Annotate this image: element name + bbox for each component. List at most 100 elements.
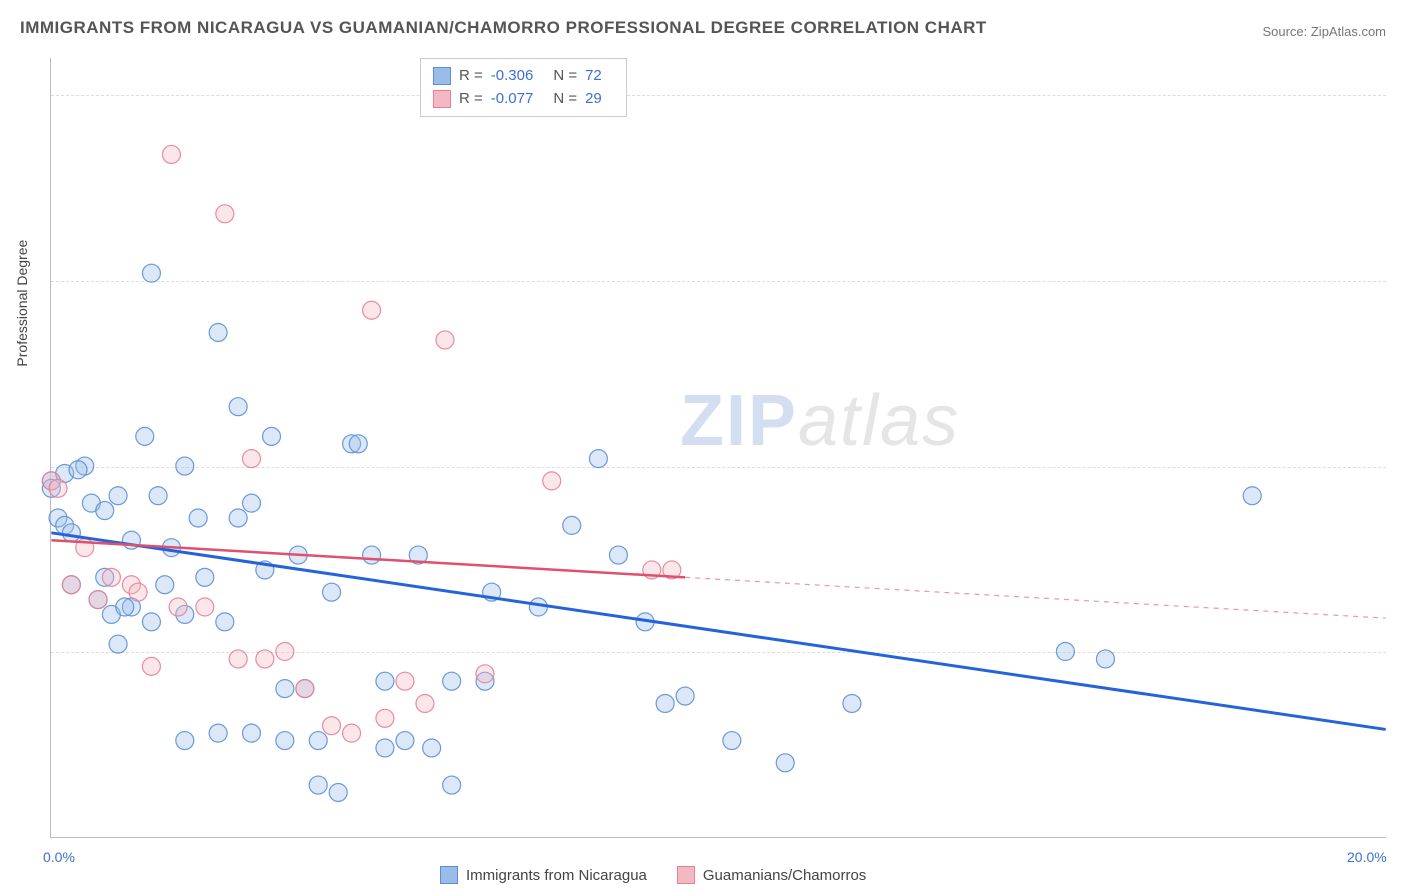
data-point	[609, 546, 627, 564]
ytick-label: 5.0%	[1396, 459, 1406, 475]
r-label-2: R =	[459, 88, 483, 111]
correlation-legend-row-1: R = -0.306 N = 72	[433, 65, 614, 88]
data-point	[129, 583, 147, 601]
data-point	[343, 724, 361, 742]
data-point	[136, 427, 154, 445]
data-point	[436, 331, 454, 349]
ytick-label: 10.0%	[1396, 87, 1406, 103]
regression-line	[51, 540, 685, 577]
legend-item-nicaragua: Immigrants from Nicaragua	[440, 866, 647, 884]
data-point	[309, 776, 327, 794]
data-point	[376, 709, 394, 727]
data-point	[229, 650, 247, 668]
legend-item-guamanian: Guamanians/Chamorros	[677, 866, 866, 884]
correlation-legend: R = -0.306 N = 72 R = -0.077 N = 29	[420, 58, 627, 117]
n-value-1: 72	[585, 65, 602, 88]
r-value-2: -0.077	[491, 88, 534, 111]
swatch-nicaragua-b	[440, 866, 458, 884]
n-value-2: 29	[585, 88, 602, 111]
correlation-legend-row-2: R = -0.077 N = 29	[433, 88, 614, 111]
data-point	[176, 457, 194, 475]
regression-line-dash	[685, 577, 1386, 618]
data-point	[563, 516, 581, 534]
data-point	[149, 487, 167, 505]
ytick-label: 7.5%	[1396, 273, 1406, 289]
data-point	[296, 680, 314, 698]
chart-svg	[51, 58, 1386, 837]
regression-line	[51, 533, 1385, 730]
data-point	[323, 583, 341, 601]
data-point	[69, 461, 87, 479]
data-point	[196, 568, 214, 586]
data-point	[443, 776, 461, 794]
data-point	[396, 672, 414, 690]
data-point	[276, 643, 294, 661]
data-point	[323, 717, 341, 735]
data-point	[416, 694, 434, 712]
swatch-guamanian-b	[677, 866, 695, 884]
data-point	[656, 694, 674, 712]
xtick-label: 20.0%	[1347, 849, 1387, 865]
data-point	[229, 398, 247, 416]
data-point	[589, 450, 607, 468]
data-point	[62, 524, 80, 542]
ytick-label: 2.5%	[1396, 644, 1406, 660]
data-point	[276, 680, 294, 698]
data-point	[676, 687, 694, 705]
data-point	[396, 732, 414, 750]
data-point	[62, 576, 80, 594]
data-point	[423, 739, 441, 757]
data-point	[543, 472, 561, 490]
data-point	[843, 694, 861, 712]
legend-label-guamanian: Guamanians/Chamorros	[703, 867, 866, 884]
xtick-label: 0.0%	[43, 849, 75, 865]
data-point	[49, 479, 67, 497]
data-point	[142, 264, 160, 282]
data-point	[376, 739, 394, 757]
data-point	[263, 427, 281, 445]
data-point	[363, 546, 381, 564]
data-point	[476, 665, 494, 683]
data-point	[349, 435, 367, 453]
data-point	[723, 732, 741, 750]
data-point	[196, 598, 214, 616]
data-point	[89, 591, 107, 609]
data-point	[243, 450, 261, 468]
chart-title: IMMIGRANTS FROM NICARAGUA VS GUAMANIAN/C…	[20, 18, 987, 38]
swatch-nicaragua	[433, 67, 451, 85]
data-point	[142, 613, 160, 631]
n-label-2: N =	[553, 88, 577, 111]
data-point	[216, 613, 234, 631]
y-axis-label: Professional Degree	[14, 240, 30, 367]
chart-source: Source: ZipAtlas.com	[1262, 24, 1386, 39]
data-point	[209, 324, 227, 342]
data-point	[363, 301, 381, 319]
data-point	[243, 724, 261, 742]
data-point	[276, 732, 294, 750]
data-point	[109, 487, 127, 505]
data-point	[1096, 650, 1114, 668]
data-point	[329, 783, 347, 801]
data-point	[116, 598, 134, 616]
data-point	[309, 732, 327, 750]
data-point	[169, 598, 187, 616]
r-label-1: R =	[459, 65, 483, 88]
data-point	[142, 657, 160, 675]
data-point	[216, 205, 234, 223]
data-point	[102, 568, 120, 586]
n-label-1: N =	[553, 65, 577, 88]
data-point	[162, 145, 180, 163]
r-value-1: -0.306	[491, 65, 534, 88]
data-point	[209, 724, 227, 742]
data-point	[96, 502, 114, 520]
swatch-guamanian	[433, 90, 451, 108]
data-point	[109, 635, 127, 653]
data-point	[256, 650, 274, 668]
data-point	[156, 576, 174, 594]
legend-label-nicaragua: Immigrants from Nicaragua	[466, 867, 647, 884]
data-point	[1243, 487, 1261, 505]
data-point	[229, 509, 247, 527]
data-point	[443, 672, 461, 690]
data-point	[189, 509, 207, 527]
data-point	[376, 672, 394, 690]
